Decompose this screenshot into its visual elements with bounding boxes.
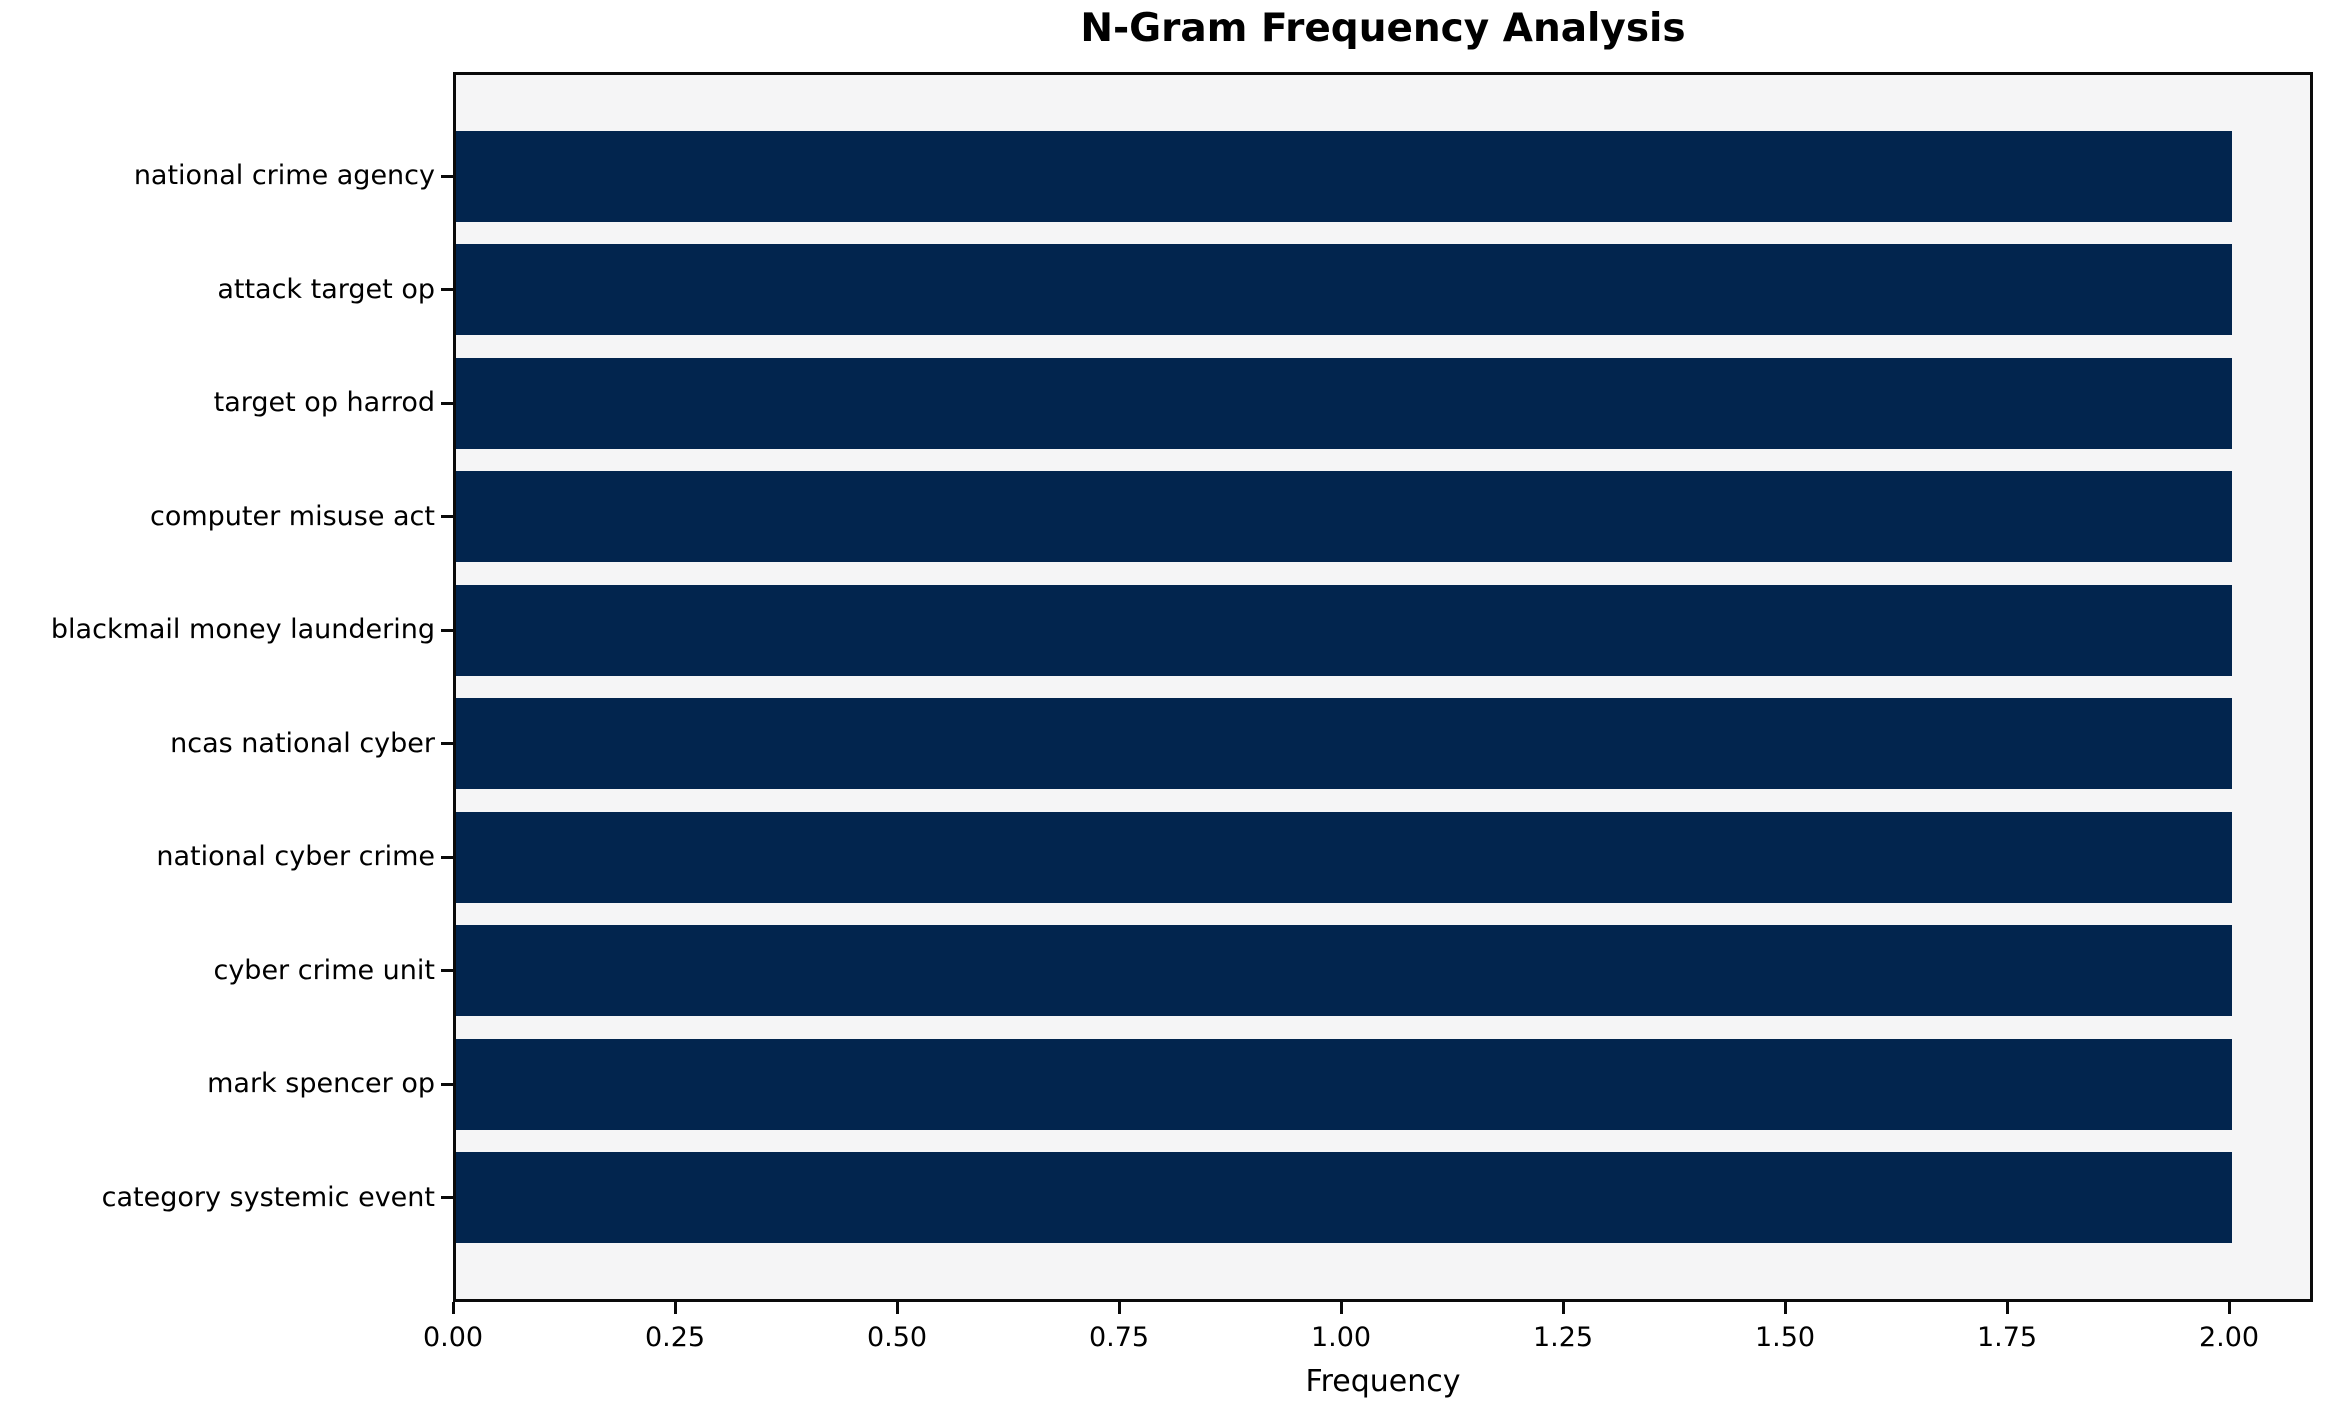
x-tick-label: 0.25 (644, 1322, 706, 1353)
bar-ncas-national-cyber (456, 698, 2232, 790)
x-tick-mark (1339, 1302, 1343, 1314)
x-tick-mark (2005, 1302, 2009, 1314)
y-tick-mark (441, 174, 453, 178)
x-tick-label: 2.00 (2198, 1322, 2260, 1353)
x-tick-label: 0.50 (866, 1322, 928, 1353)
x-tick-label: 1.25 (1532, 1322, 1594, 1353)
y-tick-label: national cyber crime (156, 841, 435, 873)
bar-national-crime-agency (456, 130, 2232, 222)
y-tick-mark (441, 515, 453, 519)
y-tick-label: target op harrod (213, 387, 435, 419)
y-tick-mark (441, 1196, 453, 1200)
x-tick-mark (895, 1302, 899, 1314)
x-axis-label: Frequency (1305, 1364, 1461, 1399)
x-tick-mark (673, 1302, 677, 1314)
y-tick-label: attack target op (217, 273, 435, 305)
bar-computer-misuse-act (456, 471, 2232, 563)
bar-cyber-crime-unit (456, 925, 2232, 1017)
x-tick-label: 1.75 (1976, 1322, 2038, 1353)
x-tick-mark (1561, 1302, 1565, 1314)
plot-area (453, 72, 2313, 1302)
y-tick-label: computer misuse act (149, 500, 435, 532)
y-tick-label: ncas national cyber (170, 727, 435, 759)
y-tick-mark (441, 628, 453, 632)
y-tick-mark (441, 855, 453, 859)
bar-national-cyber-crime (456, 811, 2232, 903)
bar-mark-spencer-op (456, 1038, 2232, 1130)
x-tick-mark (1117, 1302, 1121, 1314)
x-tick-label: 1.00 (1310, 1322, 1372, 1353)
y-tick-mark (441, 969, 453, 973)
x-tick-mark (451, 1302, 455, 1314)
bar-attack-target-op (456, 244, 2232, 336)
x-tick-mark (2227, 1302, 2231, 1314)
y-tick-label: mark spencer op (207, 1068, 435, 1100)
y-tick-mark (441, 401, 453, 405)
x-tick-label: 1.50 (1754, 1322, 1816, 1353)
x-tick-label: 0.00 (422, 1322, 484, 1353)
x-tick-label: 0.75 (1088, 1322, 1150, 1353)
x-tick-mark (1783, 1302, 1787, 1314)
y-tick-mark (441, 288, 453, 292)
y-tick-label: category systemic event (101, 1181, 435, 1213)
bar-target-op-harrod (456, 357, 2232, 449)
y-tick-label: cyber crime unit (213, 954, 435, 986)
bar-category-systemic-event (456, 1152, 2232, 1244)
chart-title: N-Gram Frequency Analysis (1080, 6, 1686, 51)
y-tick-mark (441, 1082, 453, 1086)
y-tick-label: national crime agency (133, 160, 435, 191)
y-tick-label: blackmail money laundering (50, 614, 435, 646)
y-tick-mark (441, 742, 453, 746)
bar-blackmail-money-laundering (456, 584, 2232, 676)
